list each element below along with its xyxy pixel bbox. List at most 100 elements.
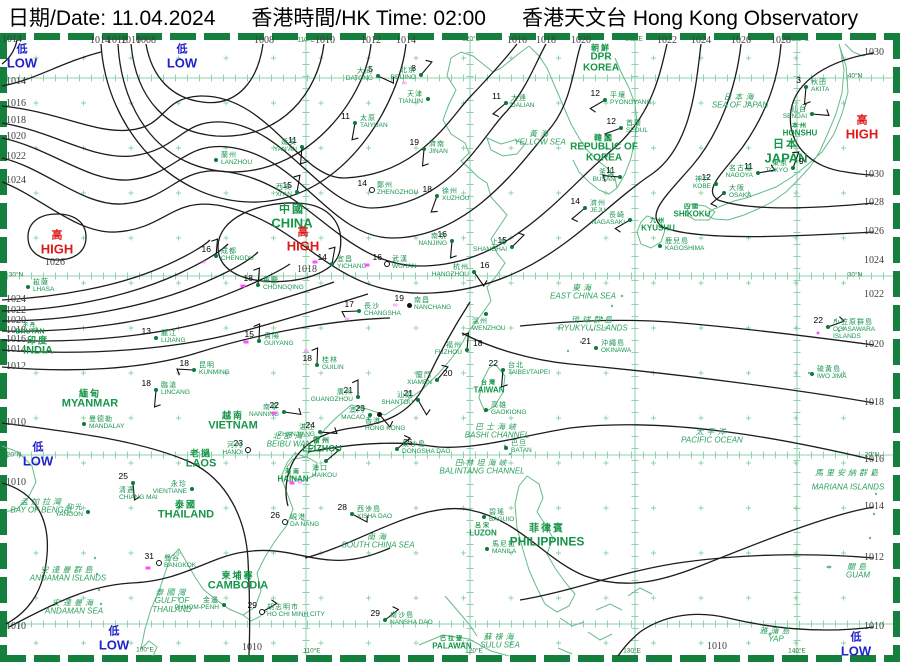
station-dot <box>619 126 623 130</box>
station-name: 廈門 XIAMEN <box>407 372 432 386</box>
station-name: 宜昌 YICHANG <box>337 256 367 270</box>
wind-barb <box>253 323 261 342</box>
station-dot <box>426 97 430 101</box>
place-label: 泰國 THAILAND <box>157 499 215 521</box>
station-dot <box>435 378 439 382</box>
station-dot <box>714 182 718 186</box>
station-temperature: 19 <box>394 293 404 303</box>
station-name: 小笠原群島 OGASAWARA ISLANDS <box>833 319 875 340</box>
station-name: 硫黃島 IWO JIMA <box>817 366 847 380</box>
station-dot <box>295 190 299 194</box>
wind-barb <box>351 513 368 523</box>
station-dot <box>356 395 360 399</box>
wind-barb <box>283 407 302 416</box>
station-name: 秋田 AKITA <box>811 79 830 93</box>
wind-barb <box>132 482 141 501</box>
place-label: 呂宋 LUZON <box>469 523 497 538</box>
station-dot <box>416 398 420 402</box>
station-temperature: 12 <box>606 116 616 126</box>
station-temperature: 5 <box>368 64 373 74</box>
wind-barb <box>811 109 830 117</box>
station-temperature: 18 <box>422 184 432 194</box>
station-temperature: 25 <box>403 437 413 447</box>
pressure-center-low: 低 LOW <box>22 441 54 468</box>
isobar-value-label: 1010 <box>6 476 26 488</box>
map-border-left <box>0 33 7 662</box>
station-temperature: 23 <box>233 438 243 448</box>
station-dot <box>369 187 375 193</box>
station-dot <box>257 339 261 343</box>
isobar-value-label: 1026 <box>45 256 65 268</box>
station-name: 拉薩 LHASA <box>33 279 55 293</box>
station-temperature: 21 <box>343 385 353 395</box>
weather-symbol <box>240 284 246 288</box>
station-name: 東京 TOKYO <box>765 160 788 174</box>
station-dot <box>482 515 486 519</box>
isobar-value-label: 1018 <box>6 324 26 336</box>
wind-barb <box>827 316 845 328</box>
place-label: 海南 HAINAN <box>277 469 309 484</box>
weather-symbol <box>243 340 249 344</box>
wind-barb <box>421 148 429 167</box>
station-name: 上海 SHANGHAI <box>473 239 507 253</box>
station-name: 釜山 BUSAN <box>592 169 615 183</box>
station-temperature: 7 <box>802 102 807 112</box>
weather-symbol <box>312 260 318 264</box>
station-temperature: 31 <box>144 551 154 561</box>
station-temperature: 18 <box>302 353 312 363</box>
station-name: 台北 TAIBEI/TAIPEI <box>508 362 551 376</box>
station-name: 大連 DALIAN <box>511 95 535 109</box>
station-dot <box>422 147 426 151</box>
station-temperature: 14 <box>317 252 327 262</box>
sea-label: 巴士海峽 BASHI CHANNEL <box>464 422 530 440</box>
sea-label: 日本海 SEA OF JAPAN <box>711 92 769 110</box>
place-label: 台灣 TAIWAN <box>473 380 505 395</box>
station-name: 仙台 SENDAI <box>782 106 807 120</box>
station-name: 平壤 PYONGYANG <box>610 92 652 106</box>
wind-barb <box>377 75 394 85</box>
station-dot <box>214 254 218 258</box>
station-dot <box>407 303 412 308</box>
station-name: 天津 TIANJIN <box>398 91 423 105</box>
isobar-lines <box>1 39 875 657</box>
header-time: 香港時間/HK Time: 02:00 <box>251 7 486 30</box>
place-label: 雷州 LEIZHOU <box>302 437 342 454</box>
sea-label: 太平洋 PACIFIC OCEAN <box>681 427 743 445</box>
grid-plus-marks <box>33 55 846 646</box>
station-temperature: 29 <box>247 600 257 610</box>
wind-barb <box>792 151 800 169</box>
station-dot <box>154 336 158 340</box>
isobar-value-label: 1010 <box>6 620 26 632</box>
station-dot <box>628 218 632 222</box>
station-temperature: 11 <box>606 165 615 175</box>
station-temperature: 14 <box>357 178 367 188</box>
isobar-value-label: 1010 <box>6 416 26 428</box>
grid-ticks <box>7 40 893 655</box>
wind-barb <box>757 164 776 174</box>
station-name: 西安 XI'AN <box>275 184 292 198</box>
weather-symbol: ∞ <box>297 479 303 486</box>
station-name: 巴旦 BATAN <box>511 440 532 454</box>
grid-lines <box>7 40 893 655</box>
pressure-center-low: 低 LOW <box>166 43 198 70</box>
station-temperature: 22 <box>813 315 823 325</box>
header-date: 日期/Date: 11.04.2024 <box>8 7 216 30</box>
station-temperature: 18 <box>243 273 253 283</box>
station-dot <box>86 510 90 514</box>
station-name: 長崎 NAGASAKI <box>591 212 625 226</box>
station-temperature: 24 <box>305 420 315 430</box>
station-name: 曼谷 BANGKOK <box>164 555 197 569</box>
station-dot <box>583 206 587 210</box>
wind-barb <box>384 606 400 621</box>
station-temperature: 15 <box>244 329 254 339</box>
station-dot <box>259 609 265 615</box>
station-temperature: 12 <box>590 88 600 98</box>
station-name: 曼德勒 MANDALAY <box>89 416 125 430</box>
wind-barb <box>449 240 457 259</box>
map-border-bottom <box>0 655 900 662</box>
station-dot <box>594 346 598 350</box>
place-label: 朝鮮 DPR KOREA <box>582 43 620 74</box>
isobar-value-label: 1024 <box>864 254 884 266</box>
wind-barb <box>176 368 195 376</box>
isobar-value-label: 1028 <box>864 196 884 208</box>
